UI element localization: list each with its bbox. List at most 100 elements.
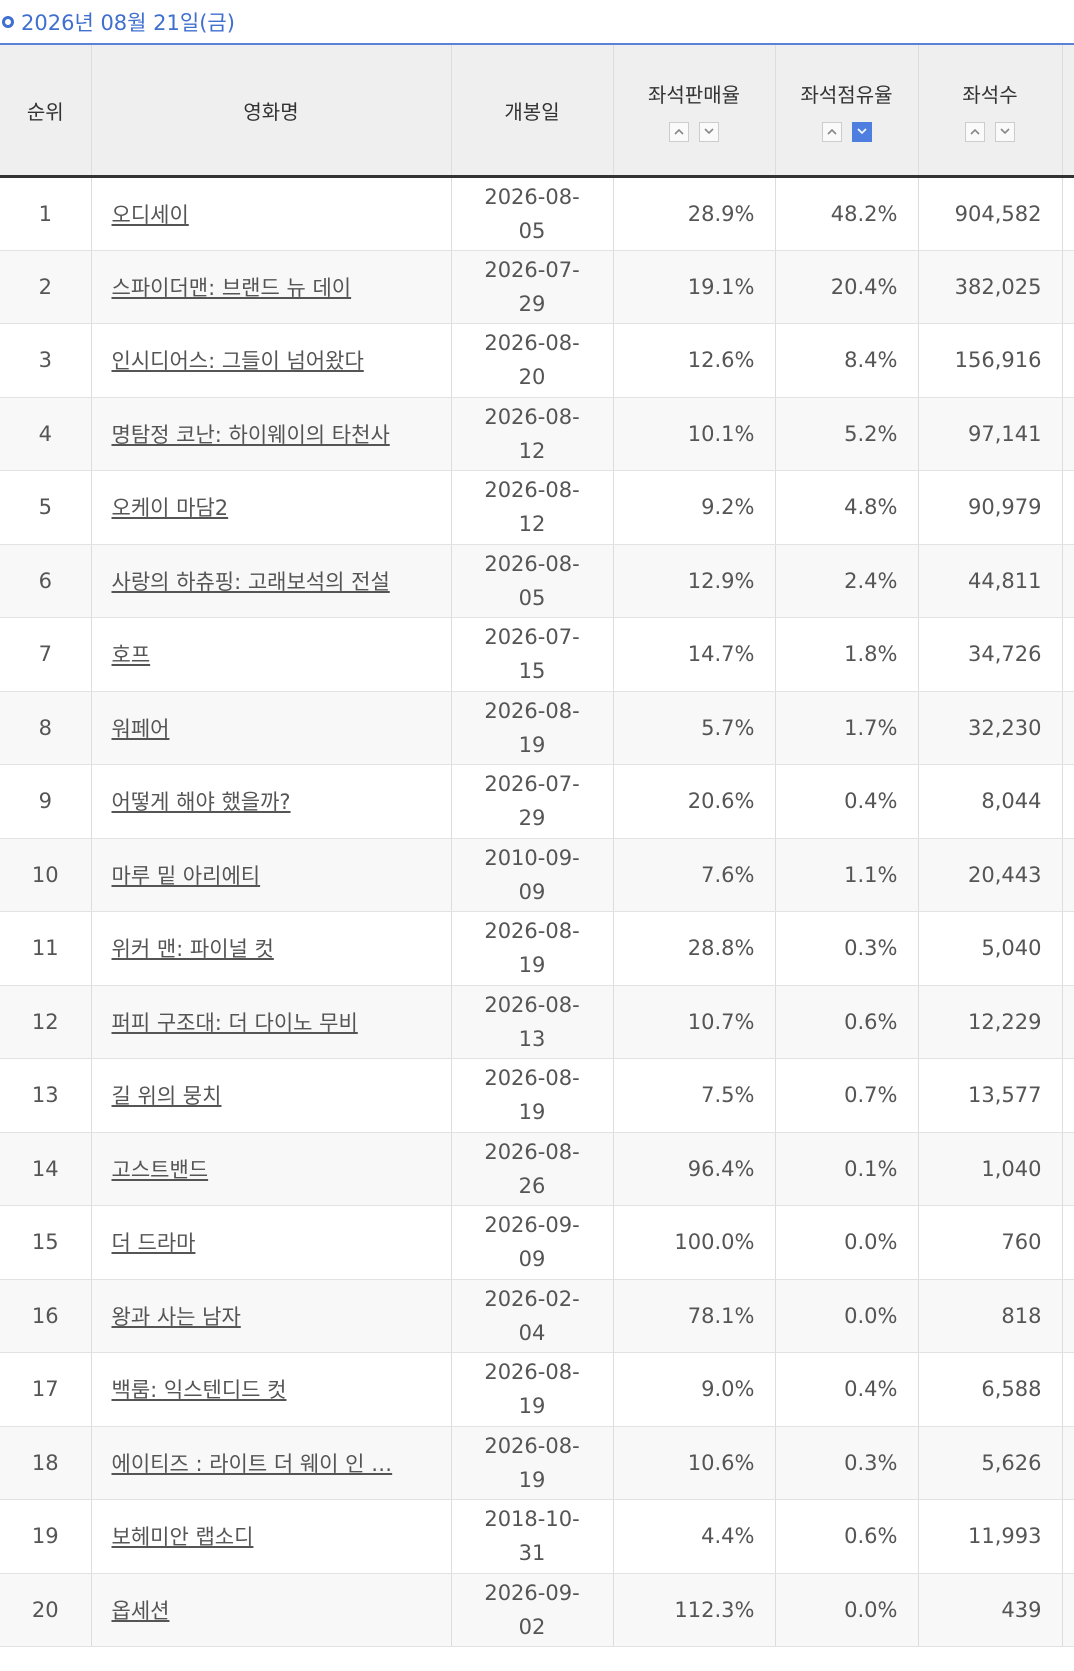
cell: 0.0% xyxy=(775,1573,919,1647)
cell: 439 xyxy=(918,1573,1063,1647)
movie-link[interactable]: 보헤미안 랩소디 xyxy=(111,1525,254,1550)
cell: 20,443 xyxy=(918,838,1063,912)
release-date: 2026-08-19 xyxy=(484,919,580,978)
movie-link[interactable]: 마루 밑 아리에티 xyxy=(111,863,261,888)
cell: 9.2% xyxy=(613,470,776,545)
circle-icon xyxy=(2,15,14,28)
table-row: 15 더 드라마 2026-09-09 100.0% 0.0% 760 xyxy=(0,1205,1074,1280)
sort-desc-button[interactable] xyxy=(995,121,1015,142)
release-date: 2026-08-19 xyxy=(484,1066,580,1125)
cell: 9 xyxy=(0,764,92,839)
movie-link[interactable]: 호프 xyxy=(111,643,151,668)
table-row: 13 길 위의 뭉치 2026-08-19 7.5% 0.7% 13,577 xyxy=(0,1058,1074,1133)
movie-link[interactable]: 위커 맨: 파이널 컷 xyxy=(111,937,274,962)
table-row: 2 스파이더맨: 브랜드 뉴 데이 2026-07-29 19.1% 20.4% 382,… xyxy=(0,250,1074,324)
movie-link[interactable]: 워페어 xyxy=(111,716,170,741)
table-row: 10 마루 밑 아리에티 2010-09-09 7.6% 1.1% 20,443 xyxy=(0,838,1074,912)
cell: 2018-10-31 xyxy=(451,1499,614,1574)
sort-desc-button[interactable] xyxy=(699,121,719,142)
cell: 100.0% xyxy=(613,1205,776,1280)
sort-desc-button[interactable] xyxy=(851,121,872,142)
movie-link[interactable]: 더 드라마 xyxy=(111,1231,196,1256)
cell: 97,141 xyxy=(918,397,1063,471)
cell: 2026-08-26 xyxy=(451,1132,614,1206)
cell: 8.4% xyxy=(775,323,919,398)
row-spacer xyxy=(1062,1058,1074,1133)
table-row: 14 고스트밴드 2026-08-26 96.4% 0.1% 1,040 xyxy=(0,1132,1074,1206)
cell: 6,588 xyxy=(918,1352,1063,1427)
cell: 퍼피 구조대: 더 다이노 무비 xyxy=(91,985,452,1059)
cell: 156,916 xyxy=(918,323,1063,398)
row-spacer xyxy=(1062,176,1074,251)
release-date: 2010-09-09 xyxy=(484,845,580,904)
cell: 4 xyxy=(0,397,92,471)
cell: 명탐정 코난: 하이웨이의 타천사 xyxy=(91,397,452,471)
ranking-table: 순위 영화명 개봉일 좌석판매율 좌석점유율 좌석수 1 오디세이 2026-08-05 28.… xyxy=(0,45,1074,1647)
cell: 12 xyxy=(0,985,92,1059)
movie-link[interactable]: 에이티즈 : 라이트 더 웨이 인 … xyxy=(111,1451,393,1476)
movie-link[interactable]: 사랑의 하츄핑: 고래보석의 전설 xyxy=(111,569,390,594)
release-date: 2026-08-20 xyxy=(484,331,580,390)
cell: 위커 맨: 파이널 컷 xyxy=(91,911,452,986)
cell: 48.2% xyxy=(775,176,919,251)
column-header: 개봉일 xyxy=(451,45,614,178)
table-row: 6 사랑의 하츄핑: 고래보석의 전설 2026-08-05 12.9% 2.4% 44,… xyxy=(0,544,1074,618)
cell: 8 xyxy=(0,691,92,765)
column-header: 영화명 xyxy=(91,45,452,178)
table-row: 8 워페어 2026-08-19 5.7% 1.7% 32,230 xyxy=(0,691,1074,765)
cell: 1.7% xyxy=(775,691,919,765)
release-date: 2026-08-19 xyxy=(484,1360,580,1419)
cell: 0.4% xyxy=(775,764,919,839)
row-spacer xyxy=(1062,1279,1074,1353)
cell: 10 xyxy=(0,838,92,912)
release-date: 2026-08-19 xyxy=(484,1433,580,1492)
cell: 28.9% xyxy=(613,176,776,251)
movie-link[interactable]: 오디세이 xyxy=(111,202,189,227)
cell: 1,040 xyxy=(918,1132,1063,1206)
cell: 5 xyxy=(0,470,92,545)
row-spacer xyxy=(1062,838,1074,912)
row-spacer xyxy=(1062,985,1074,1059)
cell: 8,044 xyxy=(918,764,1063,839)
header-row: 순위 영화명 개봉일 좌석판매율 좌석점유율 좌석수 xyxy=(0,45,1074,178)
movie-link[interactable]: 길 위의 뭉치 xyxy=(111,1084,222,1109)
cell: 18 xyxy=(0,1426,92,1500)
sort-asc-button[interactable] xyxy=(965,121,985,142)
movie-link[interactable]: 고스트밴드 xyxy=(111,1157,209,1182)
release-date: 2026-08-19 xyxy=(484,698,580,757)
movie-link[interactable]: 왕과 사는 남자 xyxy=(111,1304,241,1329)
row-spacer xyxy=(1062,617,1074,692)
movie-link[interactable]: 인시디어스: 그들이 넘어왔다 xyxy=(111,349,364,374)
column-header: 좌석점유율 xyxy=(775,45,919,178)
cell: 382,025 xyxy=(918,250,1063,324)
cell: 스파이더맨: 브랜드 뉴 데이 xyxy=(91,250,452,324)
movie-link[interactable]: 스파이더맨: 브랜드 뉴 데이 xyxy=(111,275,352,300)
row-spacer xyxy=(1062,323,1074,398)
cell: 15 xyxy=(0,1205,92,1280)
sort-asc-button[interactable] xyxy=(669,121,689,142)
row-spacer xyxy=(1062,250,1074,324)
movie-link[interactable]: 옵세션 xyxy=(111,1598,170,1623)
sort-asc-button[interactable] xyxy=(821,121,842,142)
cell: 에이티즈 : 라이트 더 웨이 인 … xyxy=(91,1426,452,1500)
cell: 3 xyxy=(0,323,92,398)
table-head: 순위 영화명 개봉일 좌석판매율 좌석점유율 좌석수 xyxy=(0,45,1074,178)
sort-buttons xyxy=(776,121,918,142)
cell: 19.1% xyxy=(613,250,776,324)
arrow-icon xyxy=(1000,128,1010,135)
header-label: 좌석점유율 xyxy=(800,82,893,107)
movie-link[interactable]: 백룸: 익스텐디드 컷 xyxy=(111,1378,287,1403)
row-spacer xyxy=(1062,397,1074,471)
movie-link[interactable]: 어떻게 해야 했을까? xyxy=(111,790,291,815)
cell: 5,626 xyxy=(918,1426,1063,1500)
column-header: 좌석판매율 xyxy=(613,45,776,178)
cell: 0.4% xyxy=(775,1352,919,1427)
movie-link[interactable]: 퍼피 구조대: 더 다이노 무비 xyxy=(111,1010,358,1035)
release-date: 2026-07-29 xyxy=(484,772,580,831)
header-label: 개봉일 xyxy=(504,99,560,124)
movie-link[interactable]: 오케이 마담2 xyxy=(111,496,229,521)
table-row: 12 퍼피 구조대: 더 다이노 무비 2026-08-13 10.7% 0.6% 12,… xyxy=(0,985,1074,1059)
movie-link[interactable]: 명탐정 코난: 하이웨이의 타천사 xyxy=(111,422,390,447)
cell: 10.6% xyxy=(613,1426,776,1500)
